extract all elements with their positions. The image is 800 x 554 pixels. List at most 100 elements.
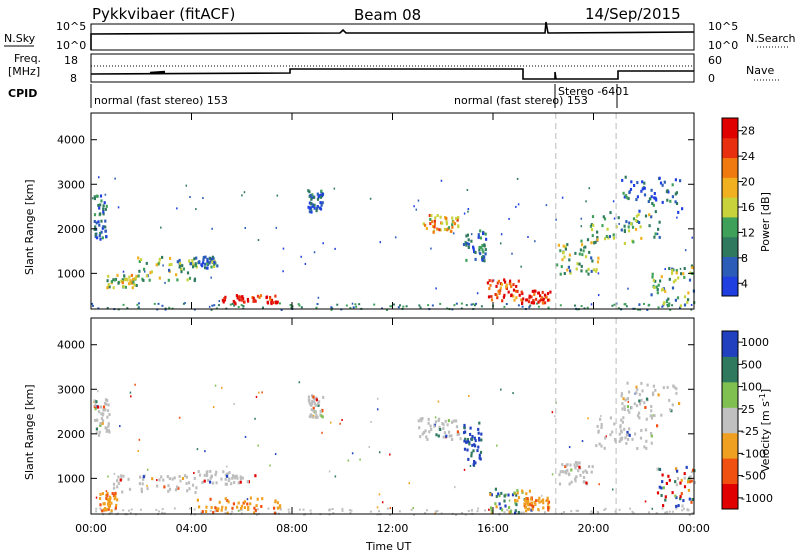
speckle-point [332, 512, 335, 515]
x-tick-label: 04:00 [176, 522, 208, 535]
data-cell [456, 433, 459, 437]
speckle-point [475, 302, 478, 305]
data-cell [238, 298, 241, 302]
speckle-point [512, 392, 514, 395]
speckle-point [257, 239, 260, 242]
speckle-point [217, 304, 220, 307]
speckle-point [157, 510, 160, 513]
speckle-point [211, 227, 213, 230]
data-cell [316, 415, 319, 419]
data-cell [310, 208, 313, 212]
data-cell [93, 399, 96, 403]
data-cell [313, 206, 316, 210]
speckle-point [229, 303, 232, 306]
data-cell [467, 238, 470, 242]
data-cell [631, 225, 635, 229]
data-cell [507, 290, 510, 294]
data-cell [101, 226, 104, 230]
speckle-point [330, 308, 333, 311]
data-cell [621, 178, 624, 182]
data-cell [466, 448, 469, 452]
colorbar-cell [722, 118, 738, 139]
data-cell [106, 279, 109, 283]
data-cell [113, 497, 116, 501]
data-cell [206, 266, 209, 270]
data-cell [422, 222, 425, 226]
speckle-point [352, 306, 355, 309]
x-tick-label: 20:00 [578, 522, 610, 535]
data-cell [109, 496, 112, 500]
colorbar-cell [722, 276, 738, 297]
speckle-point [113, 472, 116, 475]
data-cell [216, 264, 219, 268]
velocity-x-ticks: 00:00 04:00 08:00 12:00 16:00 20:00 00:00 [75, 318, 710, 535]
data-cell [594, 240, 597, 244]
y-tick-label: 2000 [57, 223, 85, 236]
data-cell [672, 280, 675, 284]
speckle-point [330, 306, 333, 309]
data-cell [524, 498, 527, 502]
data-cell [490, 298, 494, 302]
data-cell [643, 445, 646, 449]
data-cell [636, 447, 639, 450]
data-cell [633, 402, 636, 406]
data-cell [677, 210, 680, 214]
data-cell [476, 449, 479, 453]
data-cell [675, 269, 678, 272]
speckle-point [182, 302, 185, 305]
speckle-point [551, 411, 554, 414]
data-cell [450, 229, 453, 233]
speckle-point [129, 391, 132, 394]
speckle-point [516, 177, 519, 180]
data-cell [645, 446, 648, 450]
speckle-point [575, 509, 578, 512]
speckle-point [238, 509, 241, 512]
data-cell [224, 473, 227, 477]
data-cell [632, 217, 636, 221]
speckle-point [427, 304, 430, 307]
data-cell [227, 479, 230, 483]
data-cell [316, 205, 319, 209]
speckle-point [214, 510, 217, 513]
speckle-point [157, 302, 160, 305]
data-cell [467, 457, 470, 461]
data-cell [496, 281, 499, 285]
data-cell [252, 296, 255, 300]
data-cell [532, 301, 536, 305]
data-cell [595, 268, 598, 271]
data-cell [321, 201, 324, 205]
data-cell [675, 483, 678, 487]
data-cell [592, 268, 595, 272]
speckle-point [661, 507, 664, 510]
data-cell [525, 501, 528, 505]
data-cell [590, 241, 593, 245]
data-cell [121, 490, 124, 494]
data-cell [253, 506, 256, 510]
data-cell [569, 271, 572, 275]
speckle-point [345, 304, 348, 307]
data-cell [170, 262, 173, 266]
speckle-point [224, 508, 227, 511]
data-cell [578, 465, 581, 469]
data-cell [253, 298, 256, 302]
data-cell [682, 272, 685, 276]
speckle-point [188, 507, 191, 510]
speckle-point [399, 304, 402, 307]
data-cell [639, 402, 642, 406]
data-cell [223, 297, 226, 300]
data-cell [635, 214, 638, 218]
data-cell [478, 248, 481, 252]
speckle-point [425, 509, 428, 512]
data-cell [502, 295, 505, 299]
data-cell [592, 223, 595, 227]
data-cell [657, 227, 660, 231]
data-cell [450, 420, 454, 424]
speckle-point [652, 414, 654, 417]
data-cell [564, 245, 567, 249]
data-cell [99, 405, 103, 409]
data-cell [627, 197, 630, 201]
data-cell [107, 283, 110, 287]
data-cell [464, 430, 467, 434]
data-cell [469, 426, 472, 430]
speckle-point [289, 303, 292, 306]
